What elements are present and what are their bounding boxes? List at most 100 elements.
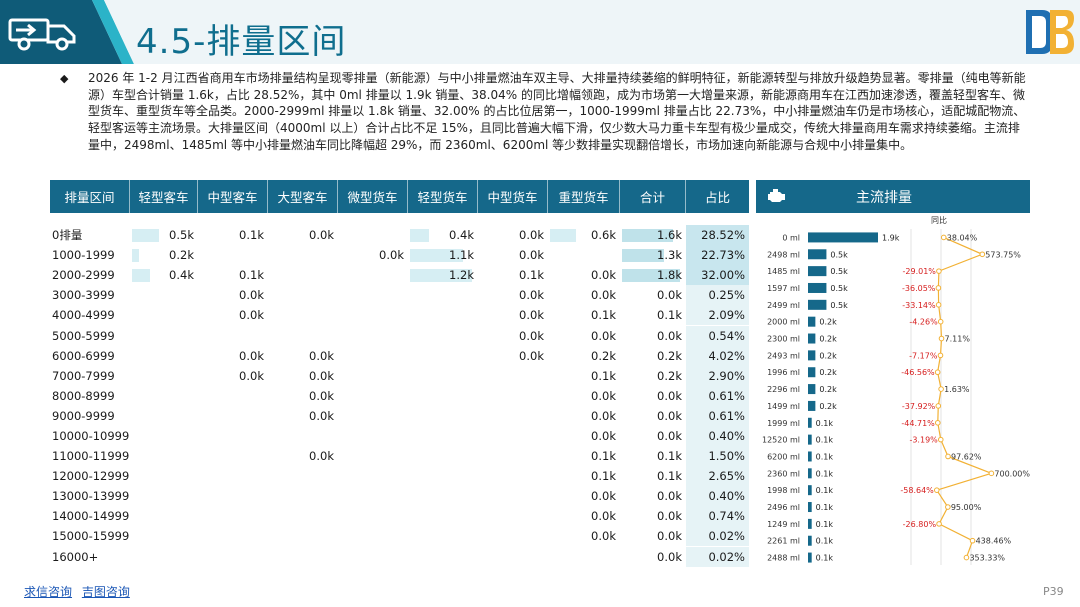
value-cell	[198, 386, 268, 406]
value-cell	[478, 466, 548, 486]
value-cell: 0.0k	[198, 305, 268, 325]
value-bar	[410, 229, 429, 243]
table-header: 排量区间 轻型客车 中型客车 大型客车 微型货车 轻型货车 中型货车 重型货车 合计 占比	[50, 180, 749, 213]
cell-text: 0.0k	[657, 428, 682, 443]
category-label: 1249 ml	[767, 520, 800, 529]
value-cell: 0.0k	[198, 346, 268, 366]
column-header: 轻型客车	[130, 180, 198, 213]
yoy-point	[936, 268, 942, 274]
value-cell	[198, 506, 268, 526]
table-row: 1000-1999 0.2k 0.0k 1.1k 0.0k 1.3k 22.73%	[50, 245, 749, 266]
sales-label: 0.2k	[819, 335, 837, 344]
yoy-point	[945, 504, 951, 510]
value-cell: 0.1k	[548, 446, 620, 466]
share-cell: 0.25%	[686, 285, 749, 306]
row-label: 11000-11999	[52, 449, 130, 464]
yoy-point	[937, 318, 944, 325]
row-label: 1000-1999	[52, 248, 115, 263]
yoy-label: -26.80%	[903, 520, 937, 529]
column-header: 轻型货车	[408, 180, 478, 213]
cell-text: 0.02%	[708, 549, 745, 564]
page-title: 4.5-排量区间	[136, 22, 347, 62]
cell-text: 0.02%	[708, 529, 745, 544]
table-row: 4000-4999 0.0k 0.0k 0.1k 0.1k 2.09%	[50, 305, 749, 326]
cell-text: 0.0k	[309, 408, 334, 423]
sales-label: 0.2k	[819, 402, 837, 411]
sales-label: 0.5k	[830, 284, 848, 293]
sales-label: 0.2k	[819, 351, 837, 360]
cell-text: 0.1k	[239, 268, 264, 283]
share-cell: 0.74%	[686, 506, 749, 527]
column-header: 排量区间	[50, 180, 130, 213]
footer-link-jitu[interactable]: 吉图咨询	[81, 585, 130, 599]
yoy-point	[933, 487, 940, 493]
sales-label: 0.5k	[830, 250, 848, 259]
sales-label: 0.1k	[816, 419, 834, 428]
value-cell: 0.6k	[548, 225, 620, 245]
value-cell: 0.0k	[548, 386, 620, 406]
value-cell: 0.0k	[620, 526, 686, 546]
row-label: 8000-8999	[52, 388, 115, 403]
cell-text: 0.0k	[657, 489, 682, 504]
value-cell	[268, 466, 338, 486]
value-bar	[410, 269, 472, 283]
share-cell: 2.65%	[686, 466, 749, 487]
value-cell: 0.0k	[548, 326, 620, 346]
column-header: 占比	[704, 190, 730, 205]
value-cell	[408, 326, 478, 346]
value-bar	[550, 229, 576, 243]
bullet-icon: ◆	[60, 72, 69, 85]
value-cell: 0.0k	[620, 547, 686, 567]
cell-text: 0.0k	[239, 308, 264, 323]
value-cell	[408, 466, 478, 486]
value-cell	[268, 426, 338, 446]
sales-label: 1.9k	[882, 233, 900, 242]
sales-bar	[808, 299, 827, 310]
value-cell	[268, 245, 338, 265]
value-cell	[338, 366, 408, 386]
table-row: 6000-6999 0.0k 0.0k 0.0k 0.2k 0.2k 4.02%	[50, 345, 749, 366]
cell-text: 1.3k	[657, 248, 682, 263]
table-row: 10000-10999 0.0k 0.0k 0.40%	[50, 425, 749, 446]
cell-text: 0.4k	[449, 228, 474, 243]
yoy-label: -44.71%	[901, 419, 935, 428]
value-cell	[130, 406, 198, 426]
table-row: 3000-3999 0.0k 0.0k 0.0k 0.0k 0.25%	[50, 285, 749, 306]
share-cell: 0.40%	[686, 425, 749, 446]
cell-text: 0.0k	[239, 348, 264, 363]
cell-text: 0.0k	[309, 228, 334, 243]
cell-text: 1.50%	[708, 449, 745, 464]
value-cell	[408, 526, 478, 546]
sales-bar	[808, 434, 812, 445]
engine-icon	[768, 189, 785, 202]
cell-text: 0.0k	[591, 428, 616, 443]
value-cell: 0.0k	[548, 285, 620, 305]
value-cell	[548, 245, 620, 265]
value-cell	[198, 326, 268, 346]
value-cell	[478, 547, 548, 567]
sales-bar	[808, 266, 827, 277]
value-cell	[198, 466, 268, 486]
value-cell: 0.0k	[620, 326, 686, 346]
row-label: 10000-10999	[52, 428, 130, 443]
share-cell: 22.73%	[686, 245, 749, 266]
value-cell	[478, 366, 548, 386]
value-cell	[198, 526, 268, 546]
cell-text: 0.0k	[239, 368, 264, 383]
cell-text: 0.5k	[169, 228, 194, 243]
footer-link-qiuxin[interactable]: 求信咨询	[24, 585, 73, 599]
cell-text: 0.0k	[239, 288, 264, 303]
sales-label: 0.1k	[816, 503, 834, 512]
value-cell	[338, 265, 408, 285]
yoy-header: 同比	[931, 215, 947, 225]
yoy-label: -29.01%	[903, 267, 937, 276]
cell-text: 0.0k	[309, 348, 334, 363]
value-cell: 0.4k	[408, 225, 478, 245]
value-cell	[338, 506, 408, 526]
row-label: 4000-4999	[52, 308, 115, 323]
value-cell	[268, 285, 338, 305]
value-cell	[198, 406, 268, 426]
value-cell	[408, 386, 478, 406]
value-cell: 0.0k	[478, 225, 548, 245]
cell-text: 0.0k	[657, 388, 682, 403]
